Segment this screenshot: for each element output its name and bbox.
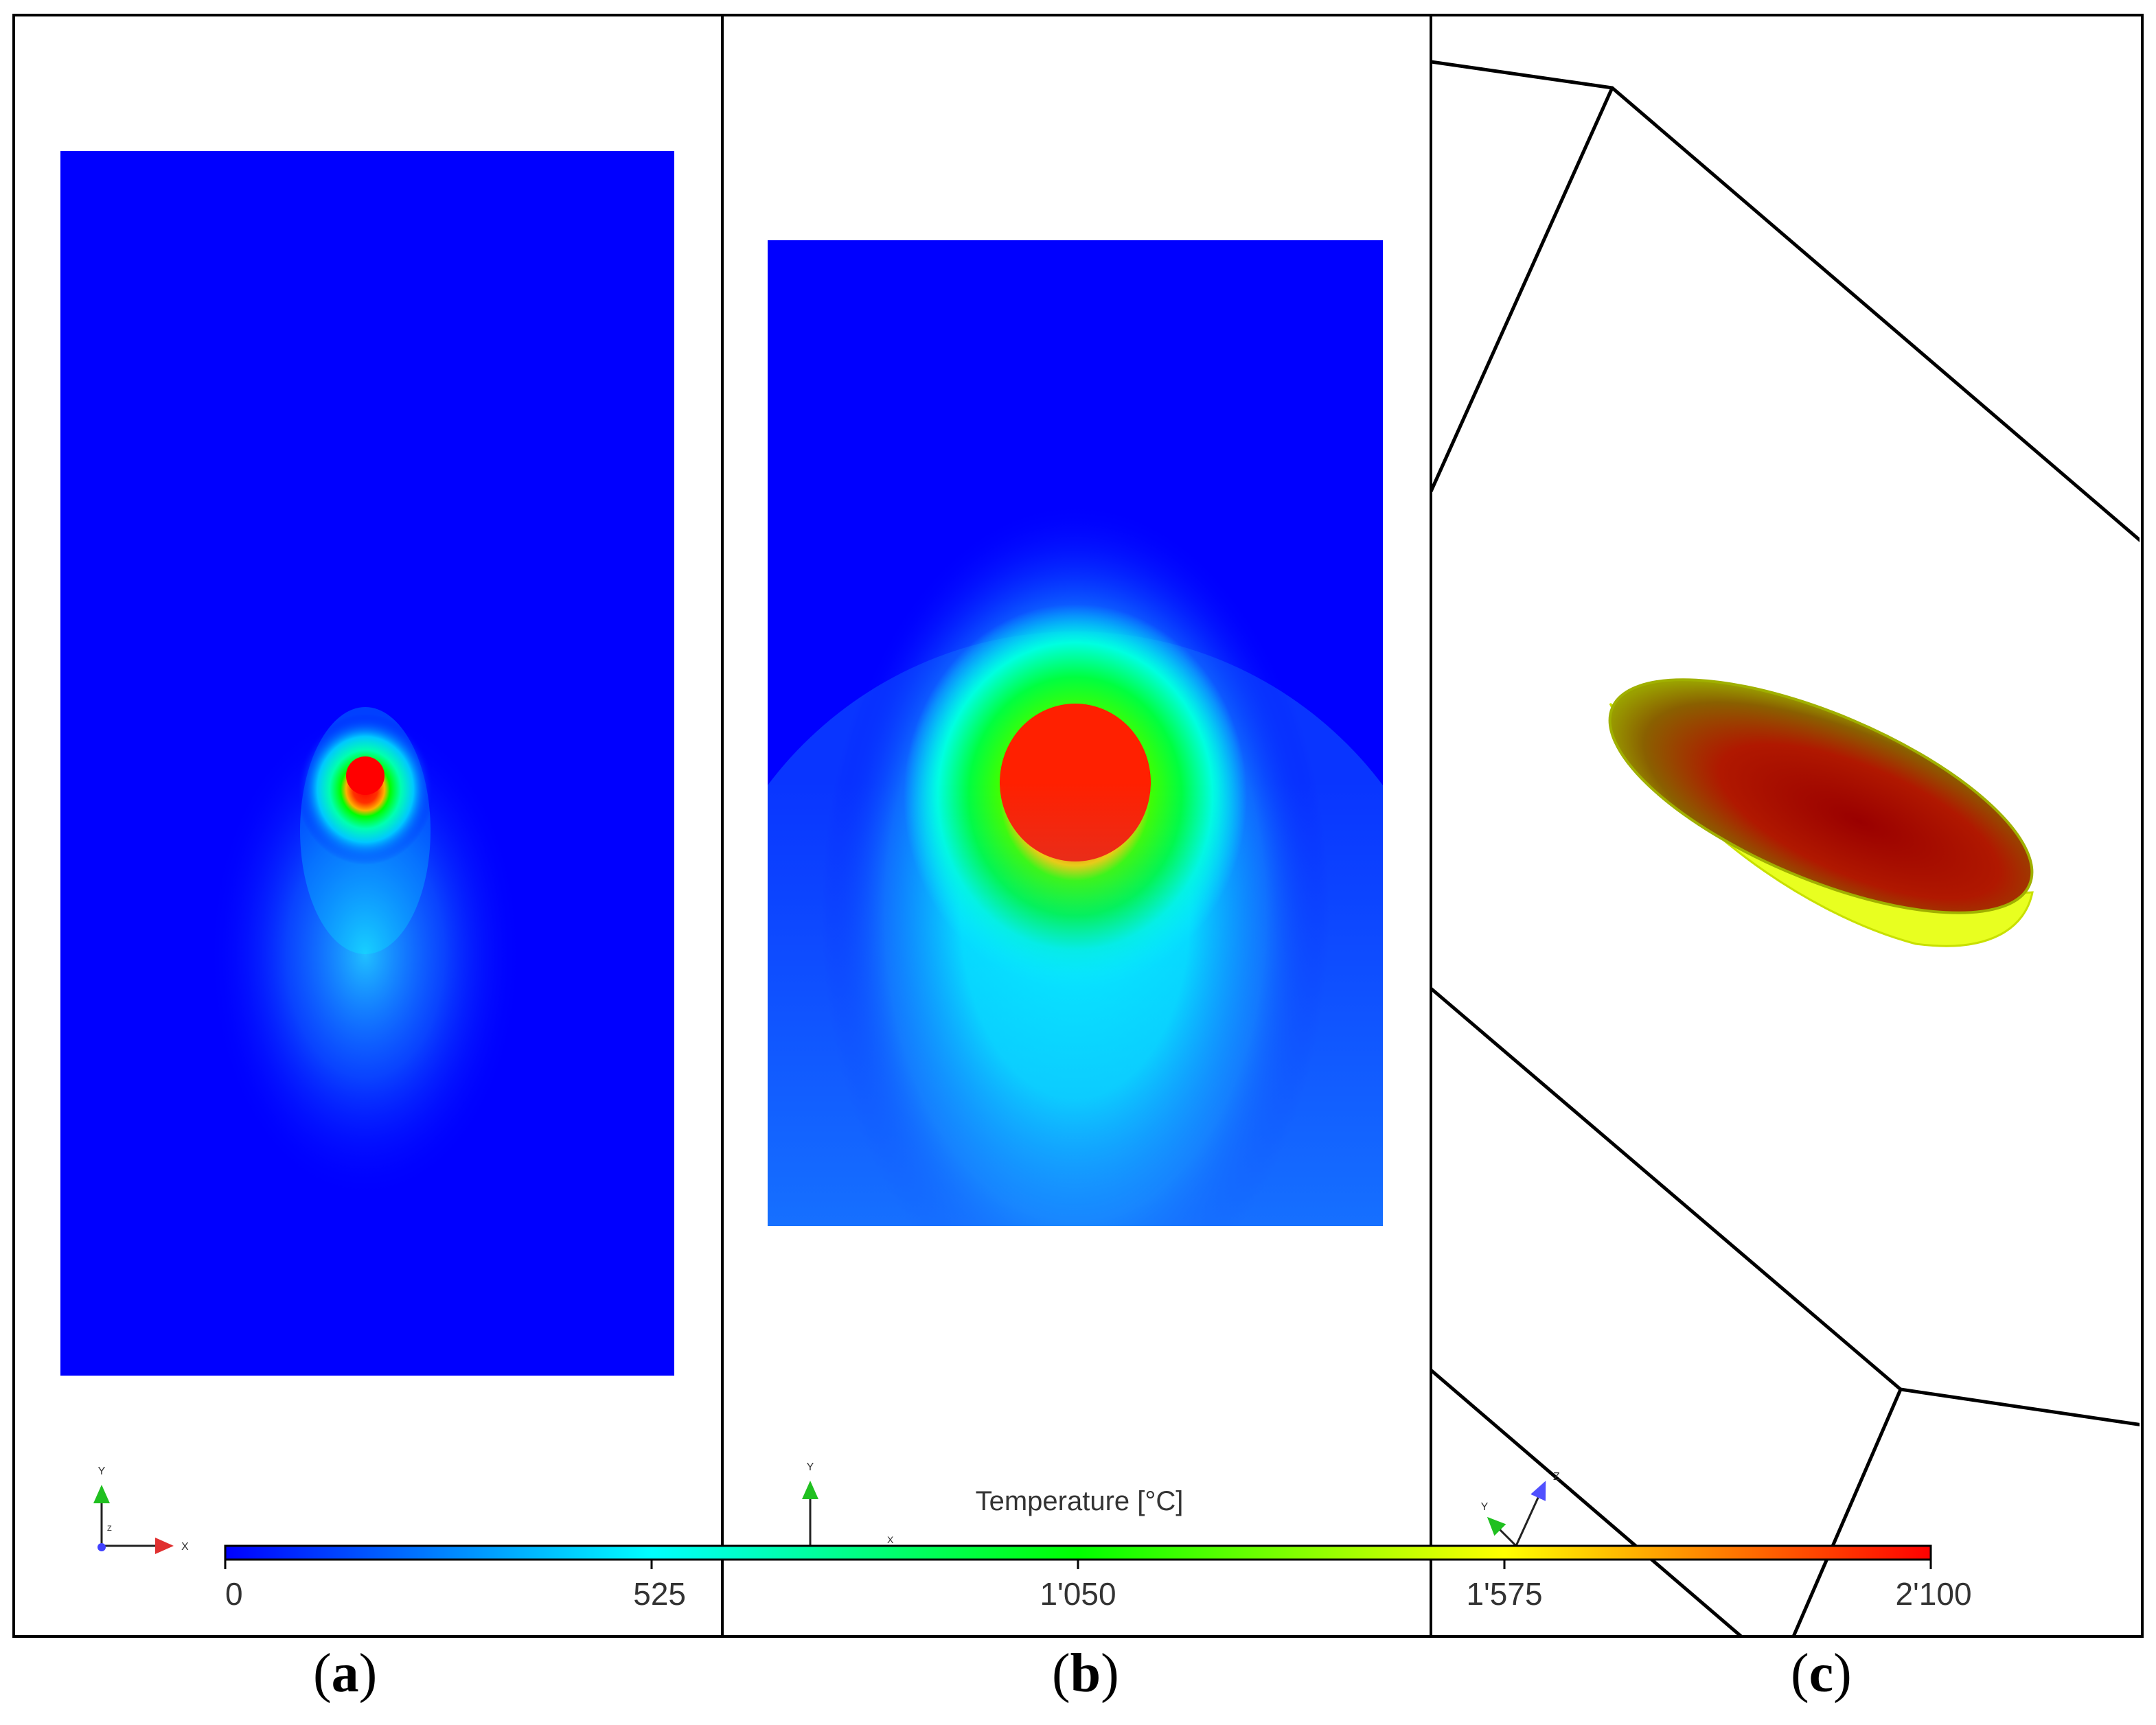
colorbar-tick-label: 525 [633,1576,686,1612]
colorbar-title: Temperature [°C] [976,1486,1184,1516]
axis-triad-a: Y X Z [93,1466,189,1554]
panel-a-temperature-field [60,151,674,1376]
wireframe-edge-bottom-left [1431,1369,1743,1636]
colorbar-tick-label: 0 [225,1576,243,1612]
colorbar-tick-label: 1'050 [1040,1576,1116,1612]
axis-label-z: Z [1553,1471,1560,1483]
panel-b-temperature-field [768,240,1383,1226]
melt-pool-top [1608,678,2034,914]
panel-c-melt-pool-3d [1431,60,2140,1636]
axis-label-x: X [887,1534,894,1545]
axis-label-x: X [181,1541,189,1553]
axis-triad-b: Y X [802,1461,894,1546]
axis-label-y: Y [98,1466,106,1477]
panel-label-b: (b) [1052,1643,1119,1704]
colorbar-tick-label: 1'575 [1466,1576,1542,1612]
colorbar-ticks: 0 525 1'050 1'575 2'100 [224,1560,1972,1612]
colorbar-gradient [224,1544,1932,1561]
wireframe-edge-bottom-right [1791,1389,1903,1636]
wireframe-edge-left [1431,86,1614,493]
colorbar: Temperature [°C] 0 525 1'050 1'575 2'100 [224,1486,1972,1612]
panel-label-c: (c) [1791,1643,1852,1704]
axis-label-z: Z [107,1525,112,1533]
axis-triad-c: Y Z [1481,1471,1560,1547]
panel-label-a: (a) [313,1643,378,1704]
colorbar-tick-label: 2'100 [1895,1576,1971,1612]
axis-label-y: Y [1481,1501,1489,1513]
axis-label-y: Y [807,1461,814,1473]
